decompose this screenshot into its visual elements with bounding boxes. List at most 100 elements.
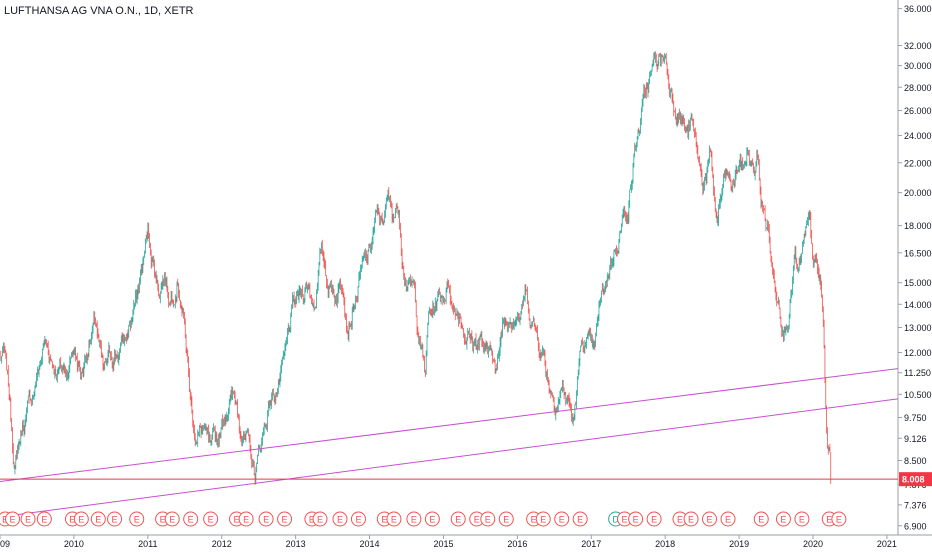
event-marker-label: E [317,515,323,525]
earnings-marker [203,511,219,527]
event-marker-label: E [95,515,101,525]
earnings-marker [73,511,89,527]
x-tick-label: 2018 [655,539,675,549]
earnings-marker [628,511,644,527]
earnings-marker [498,511,514,527]
y-tick-label: 32.000 [904,41,932,51]
event-marker-label: E [707,515,713,525]
y-tick-label: 9.126 [904,434,927,444]
earnings-marker [238,511,254,527]
y-tick-label: 15.000 [904,278,932,288]
earnings-marker [332,511,348,527]
earnings-marker [450,511,466,527]
earnings-marker [646,511,662,527]
earnings-marker [775,511,791,527]
earnings-marker [535,511,551,527]
y-tick-label: 16.500 [904,248,932,258]
trendline [0,368,899,482]
earnings-marker [480,511,496,527]
event-marker-label: E [411,515,417,525]
event-marker-label: E [485,515,491,525]
earnings-marker [5,511,21,527]
event-marker-label: E [337,515,343,525]
event-marker-label: E [208,515,214,525]
trendline [0,398,899,518]
x-tick-label: 2020 [803,539,823,549]
y-tick-label: 30.000 [904,61,932,71]
earnings-marker [720,511,736,527]
x-tick-label: 2012 [212,539,232,549]
x-tick-label: 2016 [507,539,527,549]
last-price-tag [899,472,932,487]
event-marker-label: E [391,515,397,525]
y-tick-label: 28.000 [904,83,932,93]
x-tick-label: 2009 [0,539,10,549]
y-tick-label: 26.000 [904,106,932,116]
event-marker-label: E [503,515,509,525]
event-marker-label: E [577,515,583,525]
earnings-marker [753,511,769,527]
event-marker-label: E [309,515,315,525]
x-tick-label: 2019 [729,539,749,549]
x-tick-label: 2015 [433,539,453,549]
earnings-marker [386,511,402,527]
event-marker-label: E [531,515,537,525]
y-tick-label: 9.750 [904,413,927,423]
event-marker-label: E [41,515,47,525]
x-tick-label: 2014 [360,539,380,549]
earnings-marker [107,511,123,527]
y-tick-label: 8.500 [904,456,927,466]
event-marker-label: E [836,515,842,525]
y-tick-label: 12.000 [904,348,932,358]
y-tick-label: 6.900 [904,521,927,531]
event-marker-label: D [612,515,619,525]
event-marker-label: E [455,515,461,525]
event-marker-label: E [134,515,140,525]
x-tick-label: 2021 [877,539,897,549]
earnings-marker [831,511,847,527]
event-marker-label: E [69,515,75,525]
chart-title: LUFTHANSA AG VNA O.N., 1D, XETR [4,5,194,17]
earnings-marker [683,511,699,527]
event-marker-label: E [633,515,639,525]
x-tick-label: 2010 [64,539,84,549]
earnings-marker [183,511,199,527]
event-marker-label: E [282,515,288,525]
event-marker-label: E [758,515,764,525]
x-tick-label: 2013 [286,539,306,549]
y-tick-label: 14.000 [904,300,932,310]
earnings-marker [350,511,366,527]
event-marker-label: E [688,515,694,525]
y-tick-label: 10.500 [904,390,932,400]
earnings-marker [312,511,328,527]
y-tick-label: 18.000 [904,221,932,231]
event-marker-label: E [622,515,628,525]
event-marker-label: E [725,515,731,525]
event-marker-label: E [780,515,786,525]
event-marker-label: E [540,515,546,525]
earnings-marker [129,511,145,527]
event-marker-label: E [112,515,118,525]
last-price-label: 8.008 [902,475,925,485]
event-marker-label: E [381,515,387,525]
earnings-marker [794,511,810,527]
earnings-marker [36,511,52,527]
earnings-marker [424,511,440,527]
y-tick-label: 11.250 [904,368,931,378]
event-marker-label: E [263,515,269,525]
event-marker-label: E [78,515,84,525]
event-marker-label: E [826,515,832,525]
event-marker-label: E [429,515,435,525]
event-marker-label: E [169,515,175,525]
event-marker-label: E [160,515,166,525]
earnings-marker [90,511,106,527]
event-marker-label: E [243,515,249,525]
event-marker-label: E [355,515,361,525]
y-tick-label: 7.376 [904,500,927,510]
y-tick-label: 22.000 [904,158,932,168]
event-marker-label: E [10,515,16,525]
y-tick-label: 24.000 [904,131,932,141]
earnings-marker [164,511,180,527]
